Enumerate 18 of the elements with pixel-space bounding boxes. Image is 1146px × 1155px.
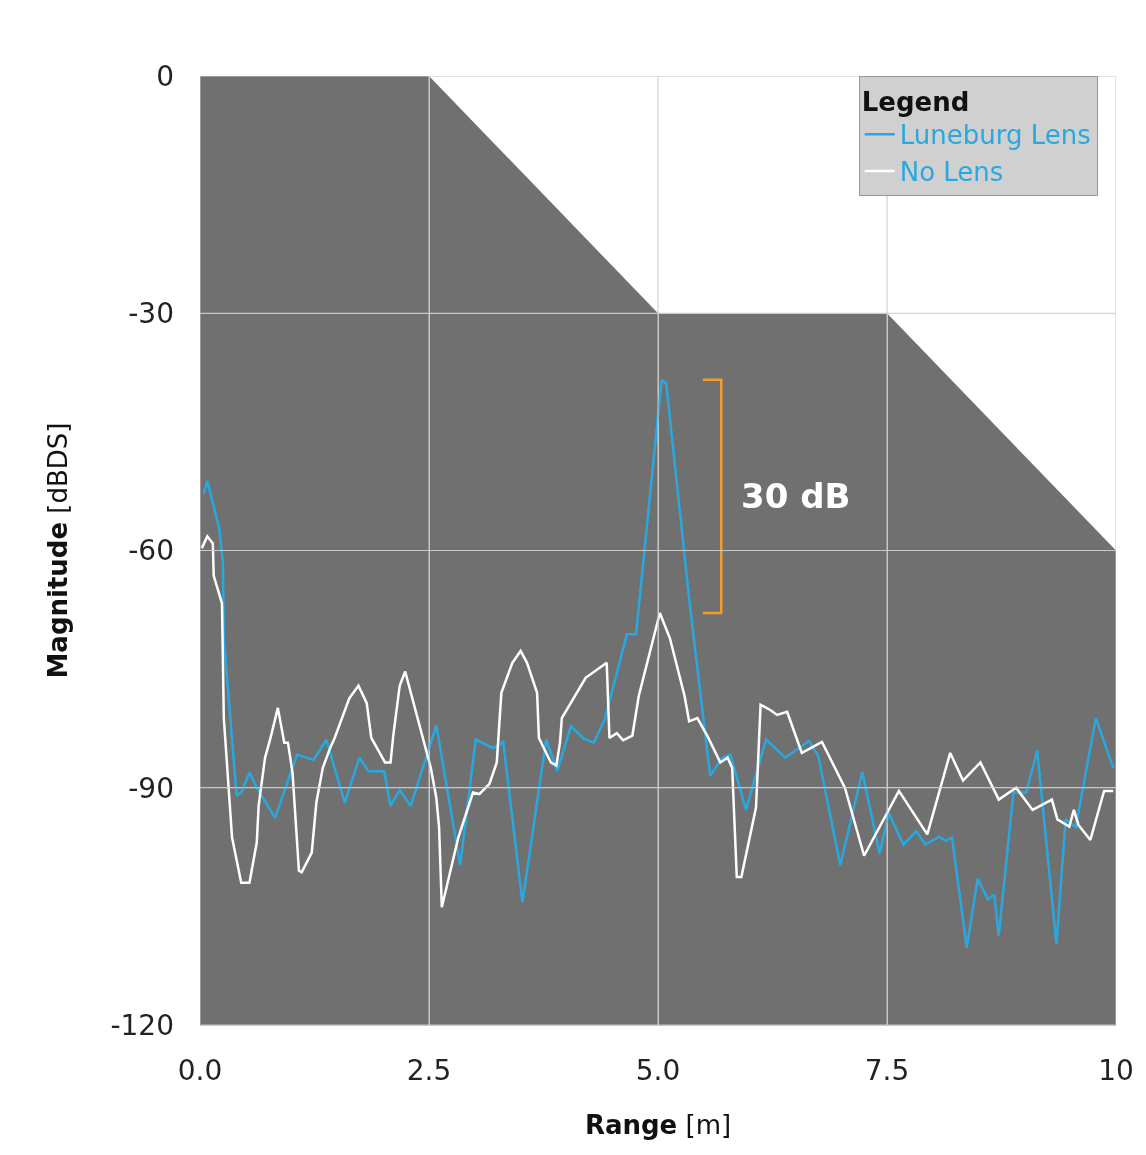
y-axis-title: Magnitude [dBDS] xyxy=(42,422,73,679)
legend-label: No Lens xyxy=(899,157,1004,188)
y-tick-label: -120 xyxy=(110,1008,174,1042)
y-tick-label: -30 xyxy=(128,297,174,331)
y-tick-label: -90 xyxy=(128,771,174,805)
legend-label: Luneburg Lens xyxy=(899,120,1091,151)
line-series xyxy=(202,378,1115,949)
line-series xyxy=(200,535,1115,909)
y-tick-label: -60 xyxy=(128,534,174,568)
legend-title: Legend xyxy=(861,86,970,117)
x-tick-label: 7.5 xyxy=(864,1053,910,1087)
x-axis-title: Range [m] xyxy=(584,1110,732,1141)
x-tick-label: 10 xyxy=(1098,1053,1134,1087)
annotation: 30 dB xyxy=(741,476,851,516)
x-tick-label: 5.0 xyxy=(635,1053,681,1087)
x-tick-label: 0.0 xyxy=(177,1053,223,1087)
y-tick-label: 0 xyxy=(156,59,174,93)
x-tick-label: 2.5 xyxy=(406,1053,452,1087)
